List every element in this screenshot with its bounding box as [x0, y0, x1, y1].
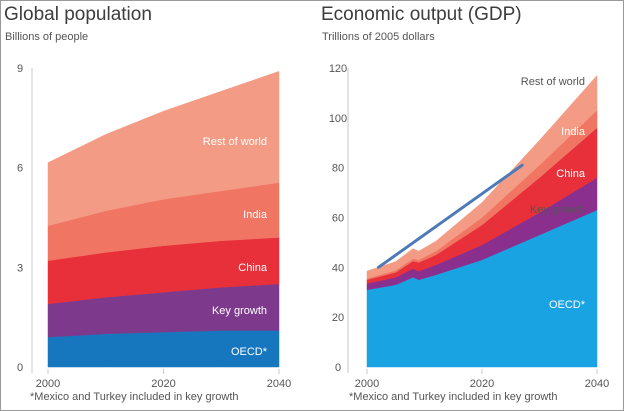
- population-ytick: 6: [17, 163, 23, 175]
- population-label-oecd: OECD*: [231, 346, 268, 358]
- population-ytick: 9: [17, 63, 23, 75]
- gdp-ytick: 0: [335, 362, 341, 374]
- gdp-label-oecd: OECD*: [549, 299, 586, 311]
- gdp-area-rest-of-world: [366, 74, 598, 279]
- population-xtick: 2040: [267, 378, 291, 390]
- gdp-xtick: 2020: [470, 378, 494, 390]
- population-ytick: 3: [17, 262, 23, 274]
- population-xtick: 2000: [36, 378, 60, 390]
- population-label-rest-of-world: Rest of world: [203, 136, 267, 148]
- population-ytick: 0: [17, 362, 23, 374]
- gdp-chart-subtitle: Trillions of 2005 dollars: [322, 31, 435, 43]
- gdp-ytick: 80: [332, 163, 344, 175]
- gdp-label-india: India: [561, 126, 586, 138]
- population-label-india: India: [243, 209, 268, 221]
- gdp-chart-title: Economic output (GDP): [321, 4, 522, 25]
- gdp-ytick: 60: [332, 213, 344, 225]
- population-area-rest-of-world: [47, 70, 280, 227]
- gdp-footnote: *Mexico and Turkey included in key growt…: [349, 391, 558, 403]
- population-label-china: China: [238, 262, 268, 274]
- population-xtick: 2020: [151, 378, 175, 390]
- gdp-xtick: 2040: [585, 378, 609, 390]
- gdp-ytick: 100: [329, 113, 347, 125]
- gdp-label-china: China: [556, 168, 586, 180]
- population-chart-subtitle: Billions of people: [5, 31, 89, 43]
- gdp-label-rest-of-world: Rest of world: [521, 76, 585, 88]
- gdp-ytick: 120: [329, 63, 347, 75]
- gdp-xtick: 2000: [355, 378, 379, 390]
- gdp-ytick: 40: [332, 262, 344, 274]
- population-footnote: *Mexico and Turkey included in key growt…: [30, 391, 239, 403]
- population-chart-title: Global population: [4, 4, 152, 25]
- gdp-trend-line: [377, 163, 524, 269]
- population-label-key-growth: Key growth: [212, 305, 267, 317]
- gdp-ytick: 20: [332, 312, 344, 324]
- gdp-label-key-growth: Key growth: [530, 204, 585, 216]
